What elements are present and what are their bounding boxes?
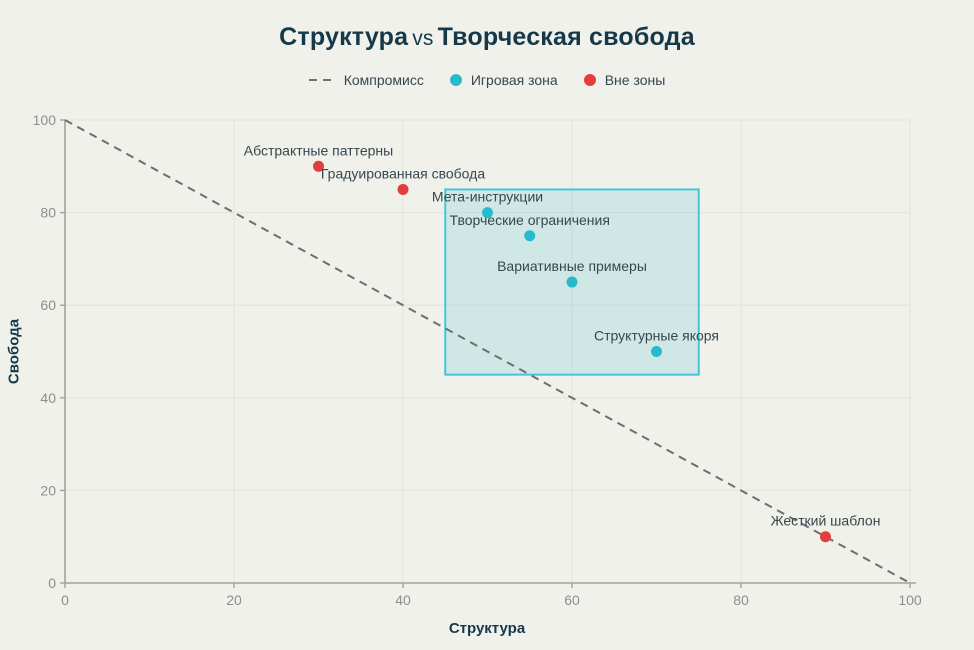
data-point (651, 346, 662, 357)
x-tick-label: 0 (61, 592, 69, 608)
legend-item-play-zone[interactable]: Игровая зона (449, 72, 558, 88)
title-part-freedom: Творческая свобода (437, 23, 695, 51)
data-point-label: Творческие ограничения (450, 212, 610, 228)
x-tick-label: 80 (733, 592, 749, 608)
data-point (313, 160, 324, 172)
y-tick-label: 0 (48, 575, 56, 591)
compromise-line (64, 119, 911, 584)
teal-dot-icon (449, 74, 462, 86)
data-point-label: Вариативные примеры (497, 258, 647, 274)
y-axis-title: Свобода (5, 318, 23, 385)
data-point-label: Жесткий шаблон (771, 513, 881, 529)
y-tick-label: 40 (40, 390, 56, 406)
data-point-label: Структурные якоря (594, 328, 719, 344)
title-vs: vs (412, 27, 434, 50)
data-point (397, 183, 409, 195)
data-point (566, 276, 578, 288)
legend-label: Вне зоны (604, 72, 666, 88)
y-tick-label: 80 (40, 205, 56, 221)
data-point-label: Мета-инструкции (432, 189, 543, 205)
x-tick-label: 40 (395, 592, 411, 608)
data-point-label: Градуированная свобода (321, 165, 485, 181)
x-axis-title: Структура (448, 620, 526, 637)
x-tick-label: 20 (226, 592, 242, 608)
y-tick-label: 100 (33, 112, 57, 128)
data-point (482, 207, 493, 219)
x-tick-label: 100 (898, 592, 922, 608)
play-zone-rect (444, 188, 700, 376)
legend-label: Игровая зона (470, 72, 558, 88)
chart-title: Структура vs Творческая свобода (0, 22, 974, 54)
x-tick-label: 60 (564, 592, 580, 608)
data-point (820, 531, 831, 543)
title-part-structure: Структура (279, 23, 409, 51)
y-tick-label: 60 (40, 297, 56, 313)
red-dot-icon (583, 74, 596, 86)
legend-item-compromise[interactable]: Компромисс (308, 72, 424, 88)
legend: Компромисс Игровая зона Вне зоны (0, 72, 974, 88)
dashed-line-icon (308, 79, 335, 81)
data-point (524, 230, 536, 242)
y-tick-label: 20 (40, 482, 56, 498)
data-point-label: Абстрактные паттерны (244, 142, 393, 158)
legend-label: Компромисс (343, 72, 424, 88)
legend-item-out-of-zone[interactable]: Вне зоны (583, 72, 666, 88)
